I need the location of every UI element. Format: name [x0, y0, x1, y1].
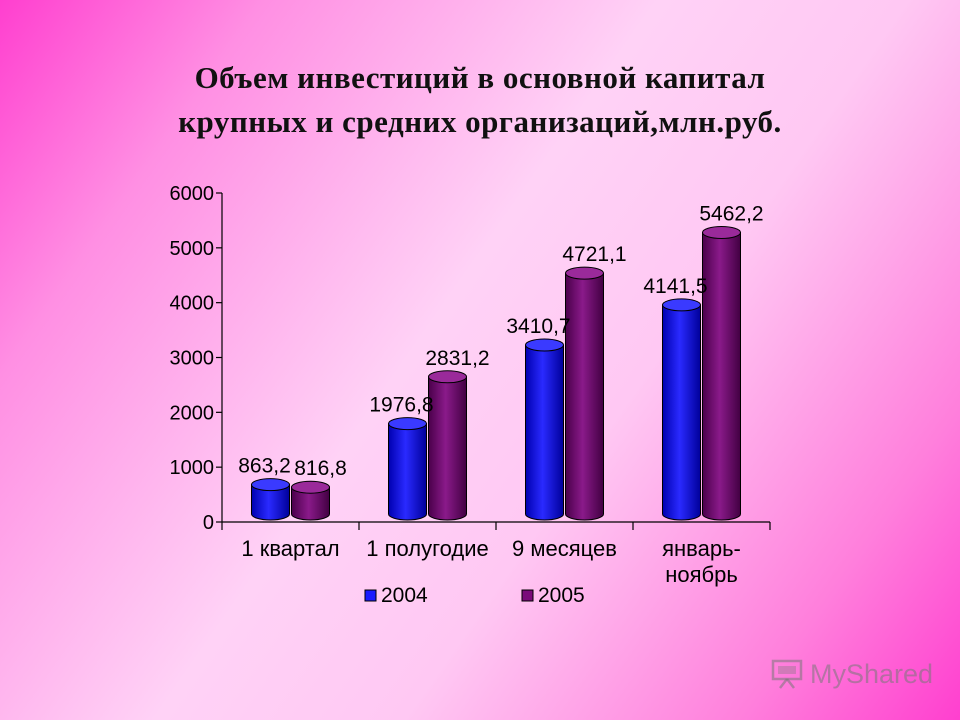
- y-tick-label: 2000: [170, 402, 215, 424]
- bar-2004-3: [662, 298, 701, 521]
- x-tick-label: январь-: [662, 536, 741, 561]
- bar-2004-2: [525, 338, 564, 521]
- bar-2004-0: [251, 478, 290, 521]
- bar-top: [662, 298, 701, 312]
- bar-2004-1: [388, 417, 427, 521]
- x-tick-label: 1 квартал: [241, 536, 339, 561]
- bar-body: [251, 484, 290, 521]
- x-tick-label: 9 месяцев: [512, 536, 617, 561]
- y-tick-label: 0: [203, 512, 214, 534]
- data-label: 4141,5: [643, 275, 707, 298]
- bar-body: [565, 272, 604, 521]
- bar-top: [428, 370, 467, 384]
- bar-body: [428, 376, 467, 521]
- legend-swatch-2004: [364, 589, 377, 602]
- legend-swatch-2005: [521, 589, 534, 602]
- bar-2005-3: [702, 225, 741, 521]
- chart-axes: 0 1000 2000 3000 4000 5000 6000 1 квартал 1 полу…: [170, 183, 771, 587]
- data-label: 2831,2: [425, 347, 489, 370]
- chart-title-line-1: Объем инвестиций в основной капитал: [194, 60, 766, 95]
- chart-title: Объем инвестиций в основной капитал круп…: [0, 56, 960, 144]
- y-tick-label: 5000: [170, 238, 215, 260]
- bar-top: [525, 338, 564, 352]
- chart-data-labels: 863,2 1976,8 3410,7 4141,5 816,8 2831,2 4721,1…: [238, 202, 763, 480]
- legend-label-2005: 2005: [538, 584, 585, 607]
- data-label: 816,8: [294, 457, 347, 480]
- legend-label-2004: 2004: [381, 584, 428, 607]
- data-label: 3410,7: [506, 315, 570, 338]
- y-tick-label: 6000: [170, 183, 215, 205]
- presentation-board-icon: [771, 659, 803, 689]
- watermark: MyShared: [770, 654, 940, 694]
- data-label: 4721,1: [562, 243, 626, 266]
- bar-2005-1: [428, 370, 467, 521]
- y-tick-label: 4000: [170, 293, 215, 315]
- bar-body: [662, 304, 701, 521]
- chart-title-line-2: крупных и средних организаций,млн.руб.: [178, 104, 782, 139]
- chart-legend: 2004 2005: [364, 584, 585, 607]
- bar-top: [251, 478, 290, 492]
- data-label: 5462,2: [699, 202, 763, 225]
- bar-top: [291, 480, 330, 494]
- watermark-text: MyShared: [810, 658, 934, 689]
- x-tick-label: 1 полугодие: [366, 536, 489, 561]
- y-tick-label: 1000: [170, 457, 215, 479]
- data-label: 863,2: [238, 455, 291, 478]
- x-tick-label: ноябрь: [665, 562, 738, 587]
- bar-body: [525, 344, 564, 521]
- bar-top: [702, 225, 741, 239]
- y-tick-label: 3000: [170, 348, 215, 370]
- bar-top: [388, 417, 427, 431]
- bar-body: [388, 423, 427, 521]
- bar-body: [702, 231, 741, 521]
- bar-2005-2: [565, 266, 604, 521]
- data-label: 1976,8: [369, 394, 433, 417]
- bar-body: [291, 486, 330, 521]
- chart-bars: [251, 225, 741, 521]
- bar-top: [565, 266, 604, 280]
- bar-2005-0: [291, 480, 330, 521]
